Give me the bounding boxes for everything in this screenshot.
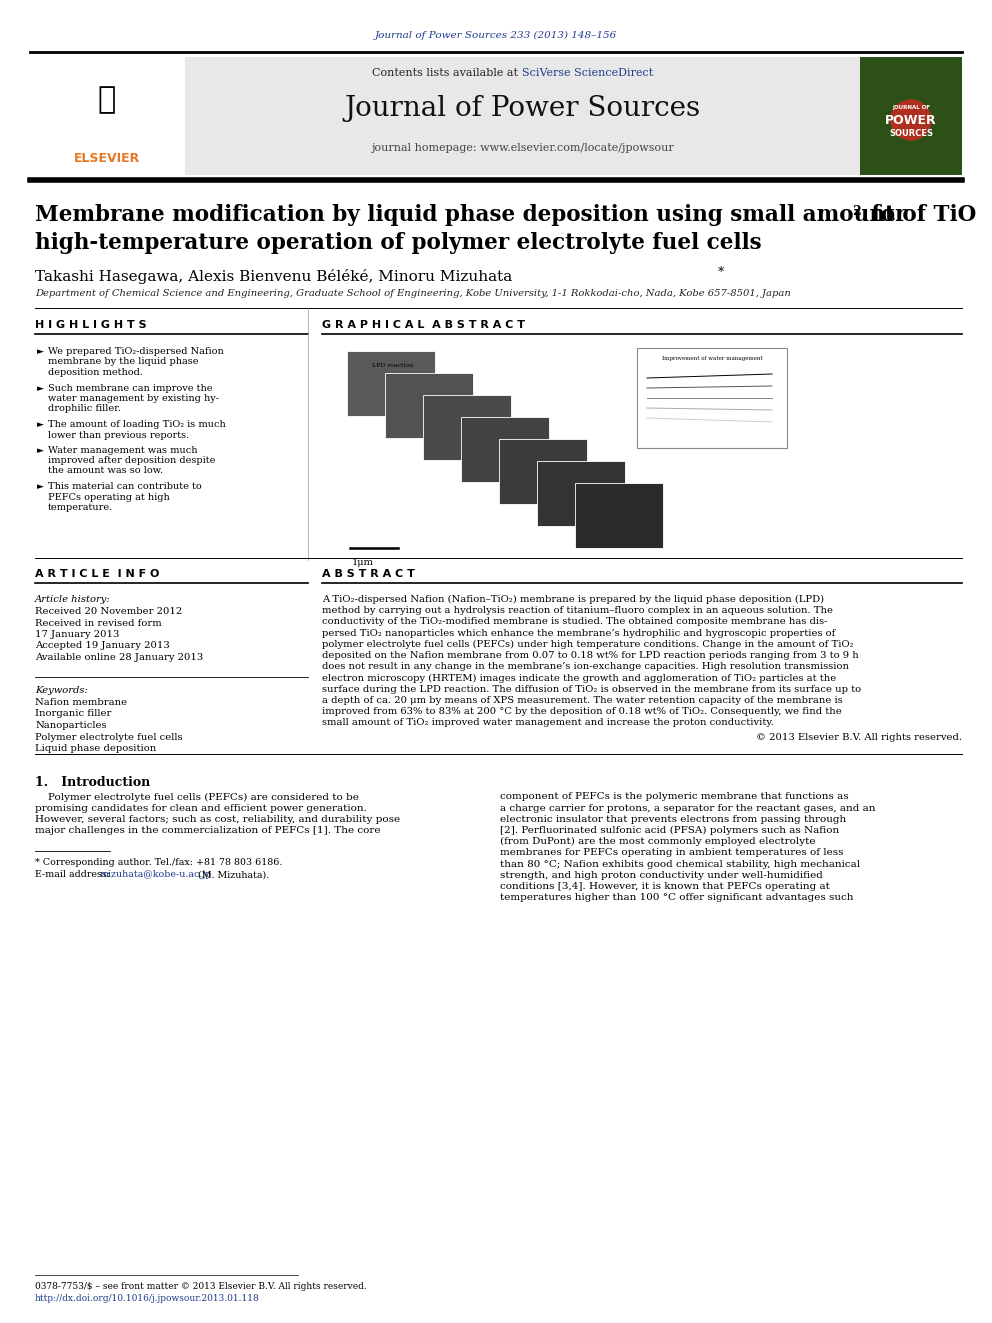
- Text: high-temperature operation of polymer electrolyte fuel cells: high-temperature operation of polymer el…: [35, 232, 762, 254]
- Text: Nafion membrane: Nafion membrane: [35, 699, 127, 706]
- Text: Keywords:: Keywords:: [35, 687, 88, 695]
- Circle shape: [891, 101, 931, 140]
- Bar: [185, 57, 860, 175]
- Text: strength, and high proton conductivity under well-humidified: strength, and high proton conductivity u…: [500, 871, 823, 880]
- Text: (from DuPont) are the most commonly employed electrolyte: (from DuPont) are the most commonly empl…: [500, 837, 815, 847]
- Text: LPD reaction: LPD reaction: [372, 363, 413, 368]
- Text: 1μm: 1μm: [352, 558, 374, 568]
- Text: 2: 2: [852, 205, 861, 218]
- Text: Journal of Power Sources 233 (2013) 148–156: Journal of Power Sources 233 (2013) 148–…: [375, 30, 617, 40]
- Text: conditions [3,4]. However, it is known that PEFCs operating at: conditions [3,4]. However, it is known t…: [500, 882, 830, 890]
- Text: electron microscopy (HRTEM) images indicate the growth and agglomeration of TiO₂: electron microscopy (HRTEM) images indic…: [322, 673, 836, 683]
- Text: component of PEFCs is the polymeric membrane that functions as: component of PEFCs is the polymeric memb…: [500, 792, 848, 802]
- Text: Article history:: Article history:: [35, 595, 111, 605]
- Text: * Corresponding author. Tel./fax: +81 78 803 6186.: * Corresponding author. Tel./fax: +81 78…: [35, 859, 283, 868]
- Text: A TiO₂-dispersed Nafion (Nafion–TiO₂) membrane is prepared by the liquid phase d: A TiO₂-dispersed Nafion (Nafion–TiO₂) me…: [322, 595, 824, 605]
- Bar: [575, 483, 663, 548]
- Bar: [385, 373, 473, 438]
- Text: a depth of ca. 20 μm by means of XPS measurement. The water retention capacity o: a depth of ca. 20 μm by means of XPS mea…: [322, 696, 843, 705]
- Text: promising candidates for clean and efficient power generation.: promising candidates for clean and effic…: [35, 803, 367, 812]
- Text: Polymer electrolyte fuel cells (PEFCs) are considered to be: Polymer electrolyte fuel cells (PEFCs) a…: [35, 792, 359, 802]
- Bar: [423, 396, 511, 460]
- Text: A R T I C L E  I N F O: A R T I C L E I N F O: [35, 569, 160, 579]
- Bar: [347, 351, 435, 415]
- Text: *: *: [718, 266, 724, 279]
- Text: POWER: POWER: [885, 114, 936, 127]
- Text: temperatures higher than 100 °C offer significant advantages such: temperatures higher than 100 °C offer si…: [500, 893, 853, 902]
- Text: (M. Mizuhata).: (M. Mizuhata).: [195, 871, 269, 880]
- Text: polymer electrolyte fuel cells (PEFCs) under high temperature conditions. Change: polymer electrolyte fuel cells (PEFCs) u…: [322, 640, 854, 648]
- Text: Received 20 November 2012: Received 20 November 2012: [35, 607, 183, 617]
- Text: [2]. Perfluorinated sulfonic acid (PFSA) polymers such as Nafion: [2]. Perfluorinated sulfonic acid (PFSA)…: [500, 826, 839, 835]
- Text: A B S T R A C T: A B S T R A C T: [322, 569, 415, 579]
- Text: major challenges in the commercialization of PEFCs [1]. The core: major challenges in the commercializatio…: [35, 826, 381, 835]
- Text: This material can contribute to
PEFCs operating at high
temperature.: This material can contribute to PEFCs op…: [48, 482, 201, 512]
- Text: Journal of Power Sources: Journal of Power Sources: [344, 94, 700, 122]
- Text: membranes for PEFCs operating in ambient temperatures of less: membranes for PEFCs operating in ambient…: [500, 848, 843, 857]
- Text: Inorganic filler: Inorganic filler: [35, 709, 111, 718]
- Text: 0378-7753/$ – see front matter © 2013 Elsevier B.V. All rights reserved.: 0378-7753/$ – see front matter © 2013 El…: [35, 1282, 367, 1291]
- Text: H I G H L I G H T S: H I G H L I G H T S: [35, 320, 147, 329]
- Text: ►: ►: [37, 384, 44, 393]
- Bar: [30, 57, 185, 175]
- Text: 17 January 2013: 17 January 2013: [35, 630, 119, 639]
- Text: ELSEVIER: ELSEVIER: [73, 152, 140, 164]
- Text: Membrane modification by liquid phase deposition using small amount of TiO: Membrane modification by liquid phase de…: [35, 204, 976, 226]
- Text: Available online 28 January 2013: Available online 28 January 2013: [35, 654, 203, 662]
- Bar: [499, 439, 587, 504]
- Text: Contents lists available at: Contents lists available at: [373, 67, 522, 78]
- Text: 🌲: 🌲: [98, 86, 116, 115]
- Text: © 2013 Elsevier B.V. All rights reserved.: © 2013 Elsevier B.V. All rights reserved…: [756, 733, 962, 742]
- Text: Takashi Hasegawa, Alexis Bienvenu Béléké, Minoru Mizuhata: Takashi Hasegawa, Alexis Bienvenu Béléké…: [35, 269, 512, 283]
- Text: Accepted 19 January 2013: Accepted 19 January 2013: [35, 642, 170, 651]
- Text: conductivity of the TiO₂-modified membrane is studied. The obtained composite me: conductivity of the TiO₂-modified membra…: [322, 618, 827, 626]
- Text: However, several factors; such as cost, reliability, and durability pose: However, several factors; such as cost, …: [35, 815, 400, 824]
- Text: for: for: [864, 204, 907, 226]
- Bar: [637, 348, 787, 448]
- Text: small amount of TiO₂ improved water management and increase the proton conductiv: small amount of TiO₂ improved water mana…: [322, 718, 774, 728]
- Bar: [537, 460, 625, 527]
- Text: ►: ►: [37, 421, 44, 429]
- Text: ►: ►: [37, 347, 44, 356]
- Text: deposited on the Nafion membrane from 0.07 to 0.18 wt% for LPD reaction periods : deposited on the Nafion membrane from 0.…: [322, 651, 859, 660]
- Text: Nanoparticles: Nanoparticles: [35, 721, 106, 730]
- Text: SOURCES: SOURCES: [889, 128, 933, 138]
- Text: method by carrying out a hydrolysis reaction of titanium–fluoro complex in an aq: method by carrying out a hydrolysis reac…: [322, 606, 833, 615]
- Text: persed TiO₂ nanoparticles which enhance the membrane’s hydrophilic and hygroscop: persed TiO₂ nanoparticles which enhance …: [322, 628, 835, 638]
- Text: Received in revised form: Received in revised form: [35, 618, 162, 627]
- Text: E-mail address:: E-mail address:: [35, 871, 113, 880]
- Text: journal homepage: www.elsevier.com/locate/jpowsour: journal homepage: www.elsevier.com/locat…: [371, 143, 674, 153]
- Text: http://dx.doi.org/10.1016/j.jpowsour.2013.01.118: http://dx.doi.org/10.1016/j.jpowsour.201…: [35, 1294, 260, 1303]
- Text: SciVerse ScienceDirect: SciVerse ScienceDirect: [522, 67, 654, 78]
- Text: Polymer electrolyte fuel cells: Polymer electrolyte fuel cells: [35, 733, 183, 741]
- Text: Improvement of water management: Improvement of water management: [662, 356, 763, 361]
- Bar: [461, 417, 549, 482]
- Text: Such membrane can improve the
water management by existing hy-
drophilic filler.: Such membrane can improve the water mana…: [48, 384, 219, 413]
- Text: JOURNAL OF: JOURNAL OF: [892, 105, 930, 110]
- Text: ►: ►: [37, 482, 44, 491]
- Text: Department of Chemical Science and Engineering, Graduate School of Engineering, : Department of Chemical Science and Engin…: [35, 290, 791, 299]
- Text: G R A P H I C A L  A B S T R A C T: G R A P H I C A L A B S T R A C T: [322, 320, 525, 329]
- Text: mizuhata@kobe-u.ac.jp: mizuhata@kobe-u.ac.jp: [100, 871, 212, 880]
- Text: improved from 63% to 83% at 200 °C by the deposition of 0.18 wt% of TiO₂. Conseq: improved from 63% to 83% at 200 °C by th…: [322, 706, 842, 716]
- Text: Liquid phase deposition: Liquid phase deposition: [35, 744, 157, 753]
- Text: ►: ►: [37, 446, 44, 455]
- Text: electronic insulator that prevents electrons from passing through: electronic insulator that prevents elect…: [500, 815, 846, 824]
- Text: Water management was much
improved after deposition despite
the amount was so lo: Water management was much improved after…: [48, 446, 215, 475]
- Text: than 80 °C; Nafion exhibits good chemical stability, high mechanical: than 80 °C; Nafion exhibits good chemica…: [500, 860, 860, 869]
- Text: We prepared TiO₂-dispersed Nafion
membrane by the liquid phase
deposition method: We prepared TiO₂-dispersed Nafion membra…: [48, 347, 224, 377]
- Text: does not result in any change in the membrane’s ion-exchange capacities. High re: does not result in any change in the mem…: [322, 663, 849, 671]
- Text: surface during the LPD reaction. The diffusion of TiO₂ is observed in the membra: surface during the LPD reaction. The dif…: [322, 684, 861, 693]
- Text: The amount of loading TiO₂ is much
lower than previous reports.: The amount of loading TiO₂ is much lower…: [48, 421, 226, 439]
- Text: 1.   Introduction: 1. Introduction: [35, 777, 150, 790]
- Text: a charge carrier for protons, a separator for the reactant gases, and an: a charge carrier for protons, a separato…: [500, 803, 876, 812]
- Bar: [860, 57, 962, 175]
